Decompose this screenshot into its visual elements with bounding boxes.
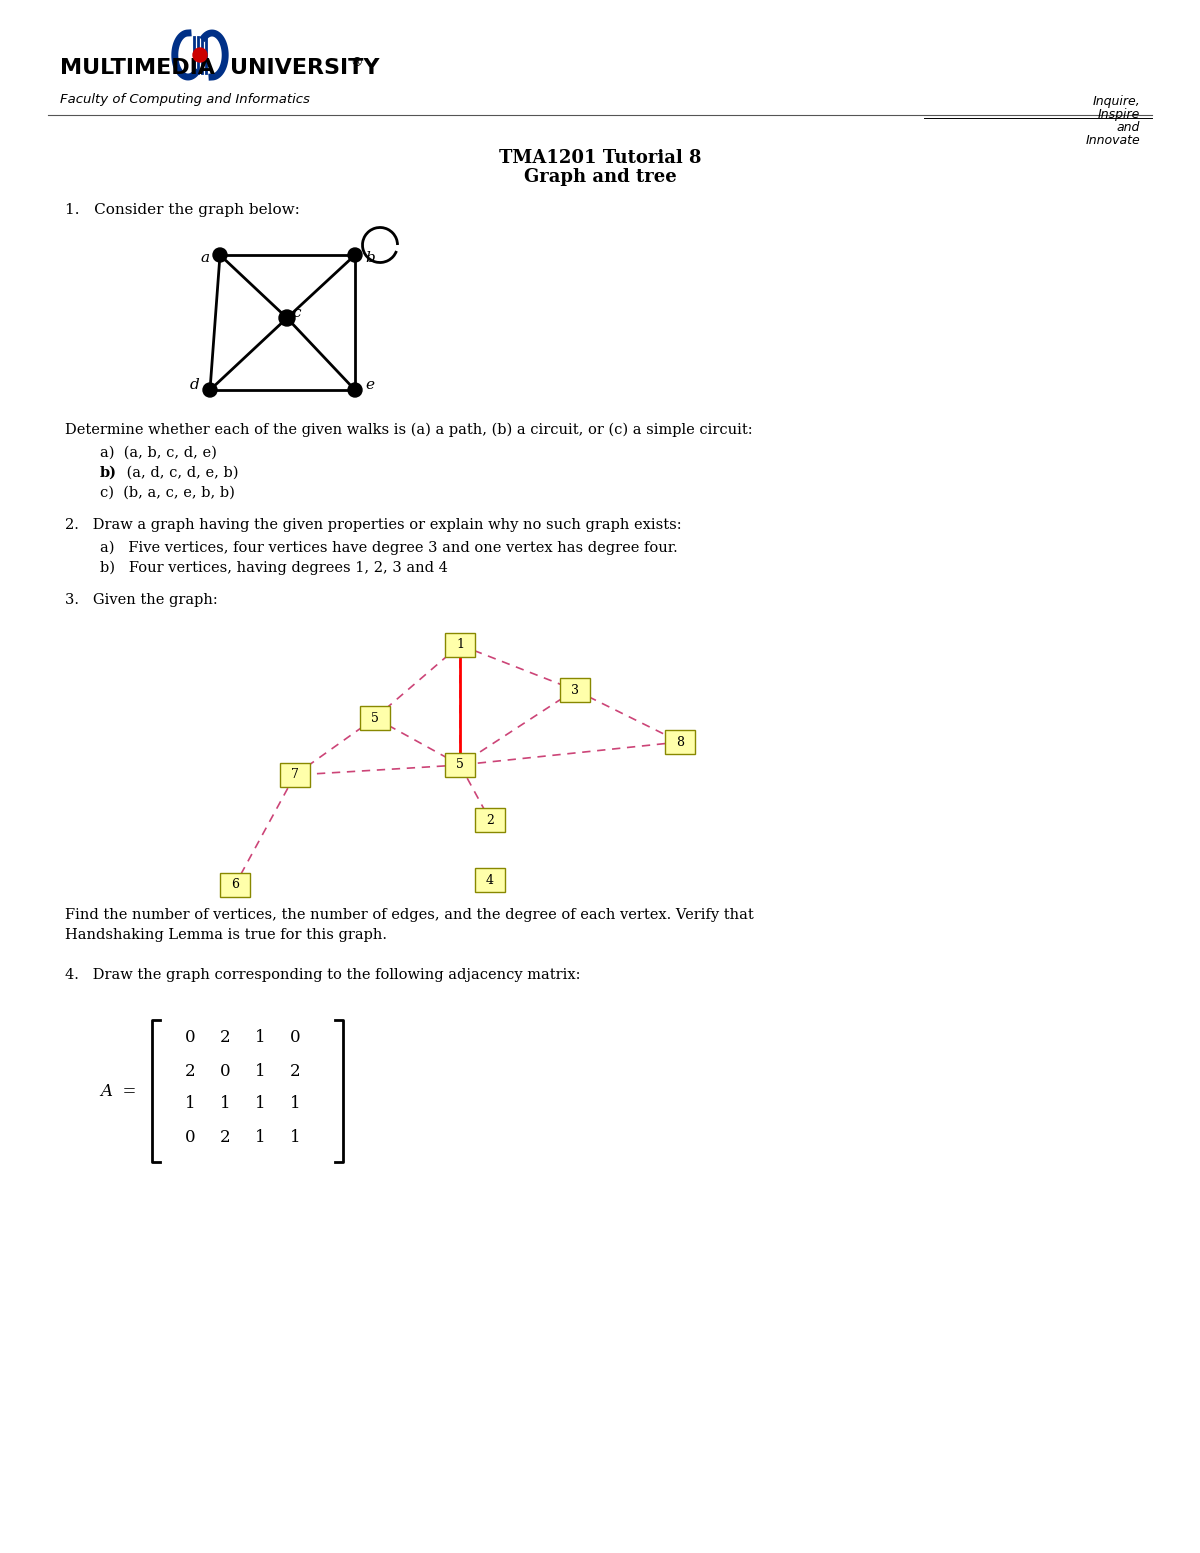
Circle shape [348,248,362,262]
FancyBboxPatch shape [360,707,390,730]
Text: Inspire: Inspire [1098,109,1140,121]
Text: 8: 8 [676,736,684,749]
Text: 1: 1 [254,1129,265,1146]
Text: 5: 5 [456,758,464,772]
Text: 0: 0 [220,1062,230,1079]
Text: c)  (b, a, c, e, b, b): c) (b, a, c, e, b, b) [100,486,235,500]
Text: TMA1201 Tutorial 8: TMA1201 Tutorial 8 [499,149,701,168]
Text: Find the number of vertices, the number of edges, and the degree of each vertex.: Find the number of vertices, the number … [65,909,754,922]
Text: 1: 1 [289,1095,300,1112]
Text: 1: 1 [185,1095,196,1112]
Text: 2: 2 [220,1030,230,1047]
Text: MULTIMEDIA: MULTIMEDIA [60,57,215,78]
FancyBboxPatch shape [475,868,505,891]
Text: UNIVERSITY: UNIVERSITY [230,57,379,78]
FancyBboxPatch shape [665,730,695,755]
FancyBboxPatch shape [220,873,250,898]
Text: 2.   Draw a graph having the given properties or explain why no such graph exist: 2. Draw a graph having the given propert… [65,519,682,533]
Text: 2: 2 [289,1062,300,1079]
Text: 3.   Given the graph:: 3. Given the graph: [65,593,217,607]
Text: 1.   Consider the graph below:: 1. Consider the graph below: [65,203,300,217]
Text: 1: 1 [254,1095,265,1112]
Text: 1: 1 [254,1030,265,1047]
Text: Handshaking Lemma is true for this graph.: Handshaking Lemma is true for this graph… [65,929,386,943]
Text: 4.   Draw the graph corresponding to the following adjacency matrix:: 4. Draw the graph corresponding to the f… [65,968,581,981]
Text: 0: 0 [185,1030,196,1047]
Text: a)  (a, b, c, d, e): a) (a, b, c, d, e) [100,446,217,460]
FancyBboxPatch shape [280,763,310,787]
FancyBboxPatch shape [445,634,475,657]
Text: A  =: A = [100,1082,137,1100]
Text: 0: 0 [289,1030,300,1047]
FancyBboxPatch shape [445,753,475,776]
Text: 3: 3 [571,683,580,696]
Text: 1: 1 [220,1095,230,1112]
Text: Graph and tree: Graph and tree [523,168,677,186]
Circle shape [214,248,227,262]
Text: 6: 6 [230,879,239,891]
Text: Inquire,: Inquire, [1092,95,1140,109]
Text: Determine whether each of the given walks is (a) a path, (b) a circuit, or (c) a: Determine whether each of the given walk… [65,422,752,438]
Text: ®: ® [350,56,362,70]
Circle shape [203,384,217,398]
Text: 5: 5 [371,711,379,725]
Text: and: and [1117,121,1140,134]
Text: 1: 1 [289,1129,300,1146]
Text: 2: 2 [220,1129,230,1146]
Text: a)   Five vertices, four vertices have degree 3 and one vertex has degree four.: a) Five vertices, four vertices have deg… [100,540,678,554]
Text: 0: 0 [185,1129,196,1146]
Text: 2: 2 [185,1062,196,1079]
Text: 4: 4 [486,873,494,887]
Text: Faculty of Computing and Informatics: Faculty of Computing and Informatics [60,93,310,107]
Text: 2: 2 [486,814,494,826]
FancyBboxPatch shape [560,679,590,702]
Circle shape [348,384,362,398]
Circle shape [278,311,295,326]
Text: (a, d, c, d, e, b): (a, d, c, d, e, b) [122,466,239,480]
Text: d: d [190,377,200,391]
Text: 7: 7 [292,769,299,781]
Text: e: e [366,377,374,391]
Text: b): b) [100,466,118,480]
Text: c: c [293,306,301,320]
Text: a: a [200,252,210,266]
FancyBboxPatch shape [475,808,505,832]
Text: Innovate: Innovate [1085,134,1140,148]
Text: 1: 1 [254,1062,265,1079]
Circle shape [193,48,208,62]
Text: b: b [365,252,374,266]
Text: b)   Four vertices, having degrees 1, 2, 3 and 4: b) Four vertices, having degrees 1, 2, 3… [100,561,448,575]
Text: 1: 1 [456,638,464,652]
